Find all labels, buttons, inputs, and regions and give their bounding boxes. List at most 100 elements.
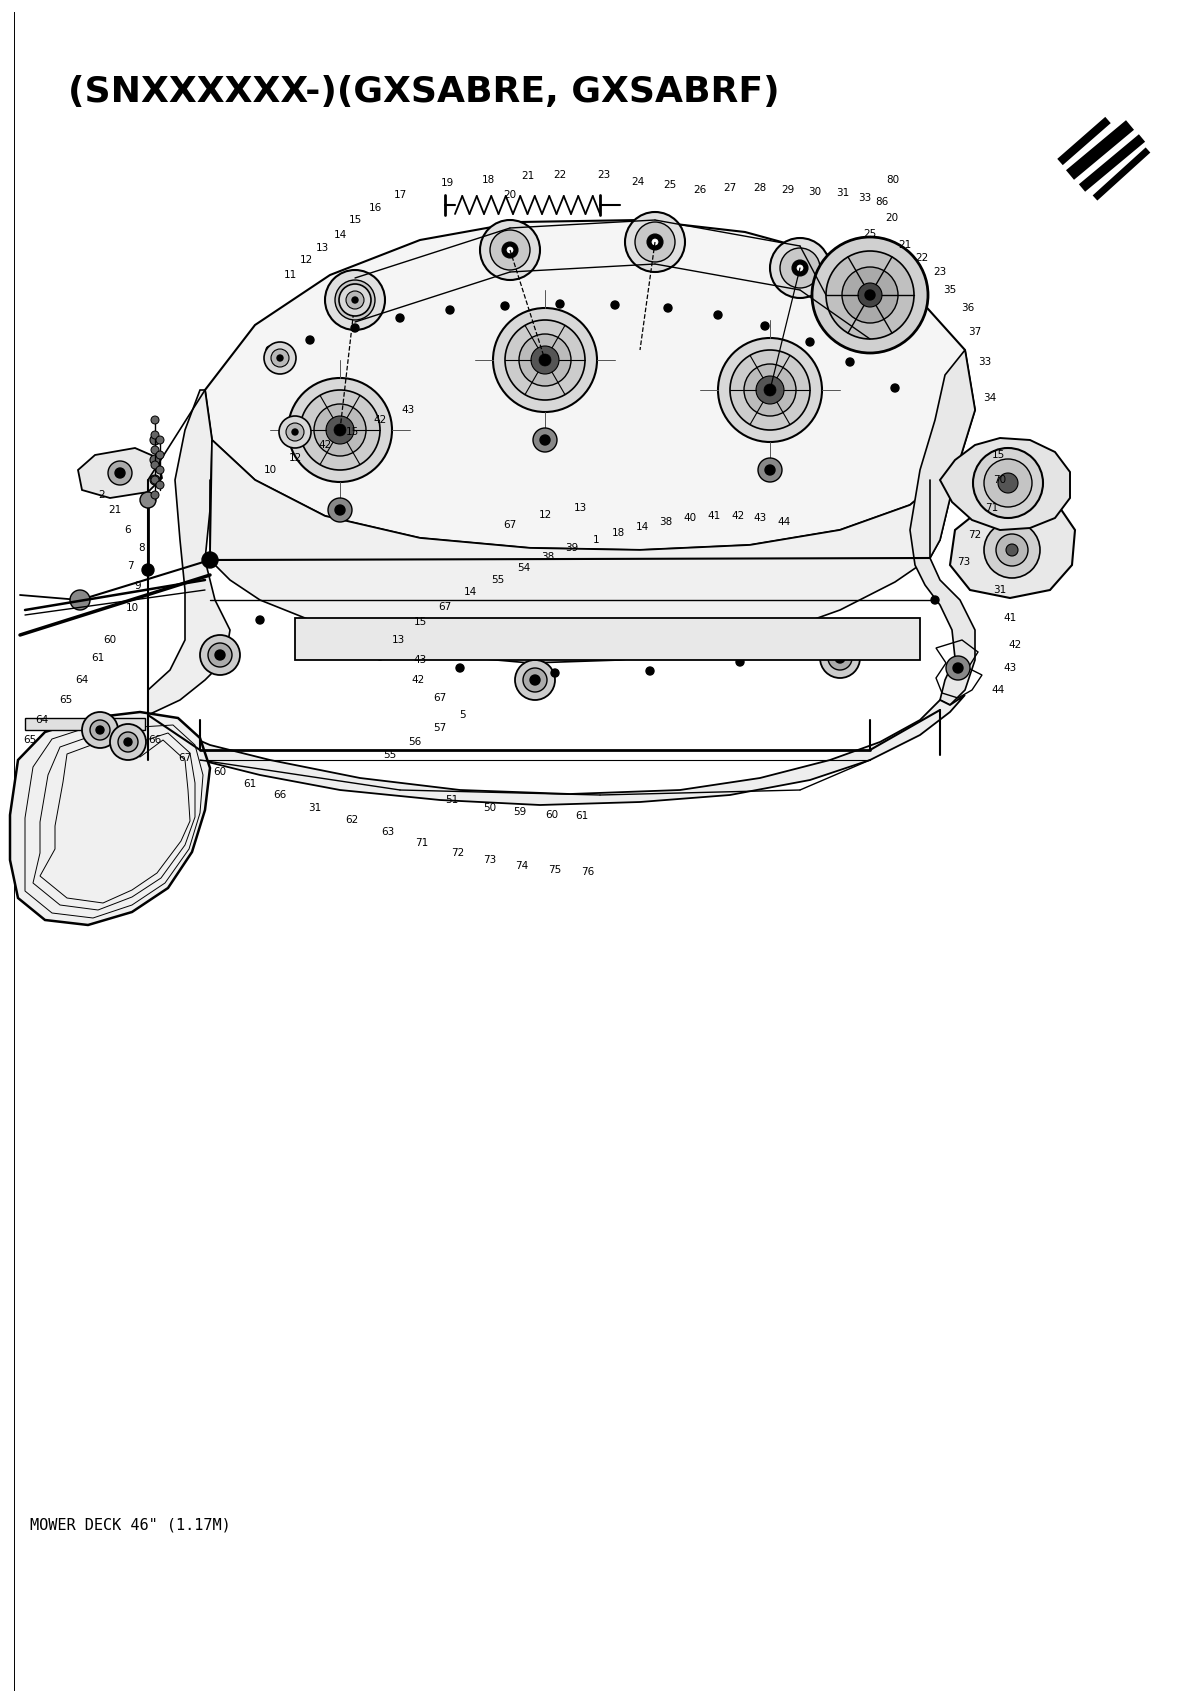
Text: 31: 31 [836, 187, 850, 197]
Circle shape [334, 424, 346, 436]
Text: 61: 61 [91, 654, 104, 664]
Text: 67: 67 [438, 603, 451, 613]
Circle shape [766, 465, 775, 475]
Circle shape [286, 424, 304, 441]
Circle shape [806, 339, 814, 346]
Text: 39: 39 [565, 543, 578, 553]
Circle shape [551, 669, 559, 677]
Polygon shape [10, 711, 210, 924]
Text: 44: 44 [778, 517, 791, 528]
Circle shape [718, 339, 822, 443]
Circle shape [828, 647, 852, 671]
Text: 20: 20 [886, 213, 899, 223]
Circle shape [328, 499, 352, 523]
Circle shape [115, 468, 125, 478]
Polygon shape [210, 441, 958, 664]
Text: 23: 23 [598, 170, 611, 180]
Circle shape [730, 351, 810, 431]
Text: 86: 86 [875, 197, 889, 208]
Polygon shape [148, 694, 965, 805]
Text: 16: 16 [368, 203, 382, 213]
Circle shape [202, 551, 218, 568]
Text: 1: 1 [593, 534, 599, 545]
Circle shape [744, 364, 796, 415]
Text: 43: 43 [1003, 664, 1016, 672]
Circle shape [352, 298, 358, 303]
Text: 67: 67 [503, 521, 517, 529]
Circle shape [625, 213, 685, 272]
Circle shape [520, 334, 571, 386]
Circle shape [946, 655, 970, 681]
Circle shape [797, 266, 803, 271]
Text: 43: 43 [413, 655, 427, 665]
Circle shape [508, 247, 514, 254]
Text: 25: 25 [664, 180, 677, 191]
Text: 26: 26 [694, 186, 707, 196]
Circle shape [347, 293, 364, 308]
Circle shape [277, 356, 283, 361]
Text: 20: 20 [504, 191, 516, 201]
Text: 66: 66 [274, 790, 287, 800]
Text: 61: 61 [575, 810, 589, 820]
Circle shape [820, 638, 860, 677]
Text: 55: 55 [383, 751, 397, 761]
Circle shape [540, 436, 550, 444]
Circle shape [376, 652, 384, 660]
Text: 76: 76 [581, 866, 595, 877]
Circle shape [973, 448, 1043, 517]
Text: 56: 56 [408, 737, 421, 747]
Circle shape [858, 283, 882, 306]
Text: 23: 23 [934, 267, 947, 277]
Text: 43: 43 [401, 405, 415, 415]
Text: 22: 22 [916, 254, 929, 264]
Circle shape [756, 376, 784, 403]
Text: 80: 80 [887, 175, 900, 186]
Circle shape [490, 230, 530, 271]
Circle shape [714, 311, 722, 318]
Circle shape [664, 305, 672, 311]
Circle shape [816, 642, 824, 650]
Text: 54: 54 [517, 563, 530, 574]
Circle shape [758, 458, 782, 482]
Circle shape [480, 220, 540, 281]
Text: 2: 2 [98, 490, 106, 500]
Circle shape [314, 403, 366, 456]
Circle shape [881, 621, 889, 630]
Circle shape [278, 415, 311, 448]
Text: 35: 35 [943, 284, 956, 294]
Circle shape [533, 427, 557, 453]
Text: 71: 71 [415, 837, 428, 848]
Circle shape [396, 313, 404, 322]
Circle shape [998, 473, 1018, 494]
Text: 42: 42 [1008, 640, 1021, 650]
Circle shape [335, 505, 346, 516]
Polygon shape [295, 618, 920, 660]
Text: 70: 70 [994, 475, 1007, 485]
Text: 15: 15 [413, 618, 427, 626]
Circle shape [300, 390, 380, 470]
Circle shape [505, 320, 586, 400]
Circle shape [611, 301, 619, 310]
Text: 7: 7 [127, 562, 133, 570]
Text: 50: 50 [484, 803, 497, 814]
Text: 29: 29 [781, 186, 794, 196]
Circle shape [846, 357, 854, 366]
Text: 63: 63 [382, 827, 395, 837]
Circle shape [306, 335, 314, 344]
Text: 10: 10 [264, 465, 276, 475]
Circle shape [208, 643, 232, 667]
Text: 17: 17 [394, 191, 407, 201]
Circle shape [826, 250, 914, 339]
Text: 73: 73 [484, 854, 497, 865]
Text: 59: 59 [514, 807, 527, 817]
Circle shape [515, 660, 554, 700]
Circle shape [539, 354, 551, 366]
Circle shape [984, 523, 1040, 579]
Text: 21: 21 [899, 240, 912, 250]
Circle shape [764, 385, 776, 397]
Circle shape [151, 415, 158, 424]
Text: 15: 15 [991, 449, 1004, 460]
Circle shape [151, 490, 158, 499]
Text: 60: 60 [546, 810, 558, 820]
Text: 51: 51 [445, 795, 458, 805]
